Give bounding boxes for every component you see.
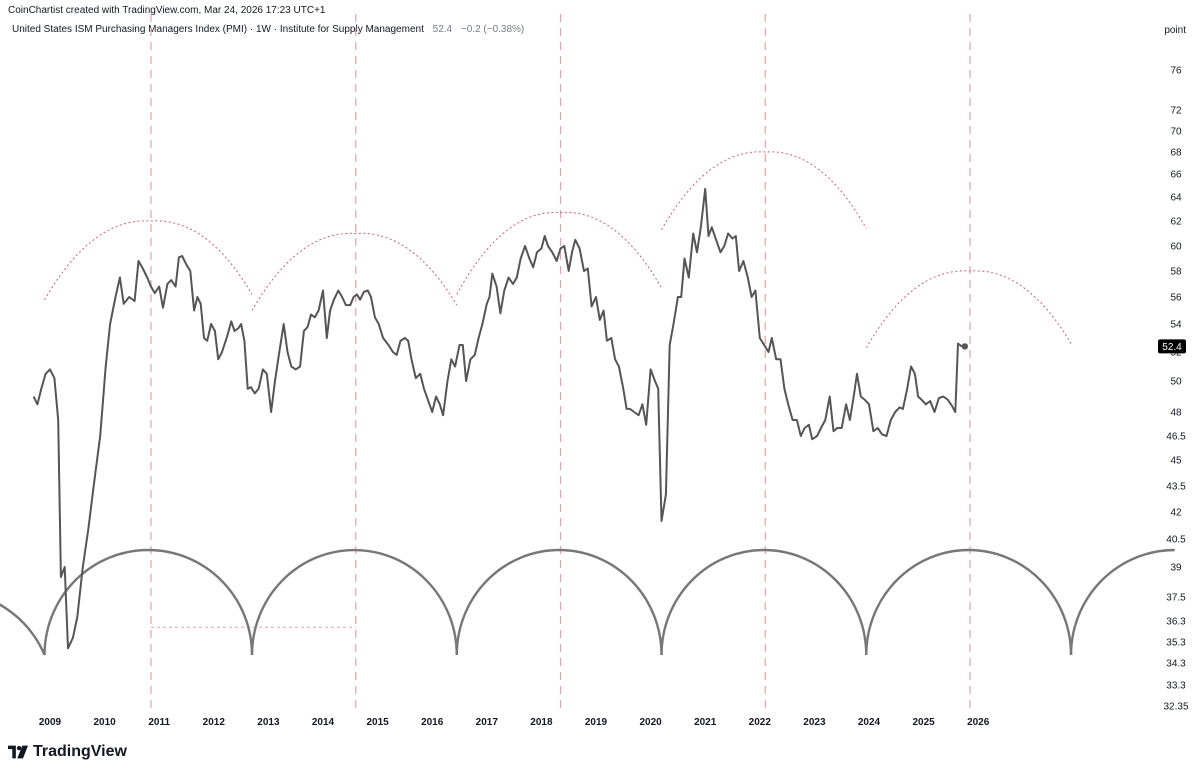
tradingview-brand[interactable]: TradingView xyxy=(8,741,127,763)
tradingview-logo-icon xyxy=(8,745,28,759)
y-tick-label: 68 xyxy=(1170,148,1182,159)
y-tick-label: 40.5 xyxy=(1166,535,1186,546)
brand-name: TradingView xyxy=(33,743,127,760)
y-tick-label: 54 xyxy=(1170,320,1182,331)
projection-arc xyxy=(661,151,867,230)
legend-change: −0.2 (−0.38%) xyxy=(460,24,525,35)
y-tick-label: 45 xyxy=(1170,456,1182,467)
x-tick-label: 2019 xyxy=(585,717,608,728)
x-tick-label: 2012 xyxy=(203,717,226,728)
projection-arc xyxy=(251,232,458,311)
x-tick-label: 2017 xyxy=(476,717,499,728)
x-tick-label: 2018 xyxy=(530,717,553,728)
y-tick-label: 34.3 xyxy=(1166,659,1186,670)
y-tick-label: 33.3 xyxy=(1166,681,1186,692)
cycle-curve xyxy=(250,548,458,656)
price-axis[interactable]: 767270686664626058565452504846.54543.542… xyxy=(1158,66,1189,713)
y-tick-label: 50 xyxy=(1170,377,1182,388)
y-tick-label: 32.35 xyxy=(1163,702,1188,713)
x-tick-label: 2023 xyxy=(803,717,826,728)
y-tick-label: 39 xyxy=(1170,563,1182,574)
cycle-curve xyxy=(0,603,46,656)
time-axis[interactable]: 2009 2010 2011 2012 2013 2014 2015 2016 2017 2018… xyxy=(39,717,990,728)
y-tick-label: 56 xyxy=(1170,293,1182,304)
cycle-curves xyxy=(0,548,1175,656)
y-tick-label: 64 xyxy=(1170,193,1182,204)
y-tick-label: 58 xyxy=(1170,267,1182,278)
x-tick-label: 2022 xyxy=(749,717,772,728)
y-tick-label: 66 xyxy=(1170,170,1182,181)
last-point-marker xyxy=(961,343,969,350)
x-tick-label: 2024 xyxy=(858,717,881,728)
y-tick-label: 46.5 xyxy=(1166,432,1186,443)
y-tick-label: 35.3 xyxy=(1166,638,1186,649)
x-tick-label: 2014 xyxy=(312,717,335,728)
symbol-legend[interactable]: United States ISM Purchasing Managers In… xyxy=(12,24,524,35)
y-tick-label: 76 xyxy=(1170,66,1182,77)
x-tick-label: 2026 xyxy=(967,717,990,728)
y-tick-label: 48 xyxy=(1170,408,1182,419)
y-tick-label: 42 xyxy=(1170,508,1182,519)
last-value-badge xyxy=(1158,339,1186,354)
x-tick-label: 2009 xyxy=(39,717,62,728)
x-tick-label: 2015 xyxy=(366,717,389,728)
projection-arcs xyxy=(44,151,1072,628)
y-tick-label: 37.5 xyxy=(1166,593,1186,604)
y-tick-label: 70 xyxy=(1170,127,1182,138)
cycle-curve xyxy=(660,548,868,656)
cycle-curve xyxy=(43,548,254,656)
projection-arc xyxy=(456,212,662,295)
legend-last-value: 52.4 xyxy=(432,24,453,35)
pmi-line xyxy=(32,187,963,650)
pmi-series xyxy=(32,187,969,650)
chart-credit: CoinChartist created with TradingView.co… xyxy=(8,5,326,16)
cycle-curve xyxy=(455,548,663,656)
cycle-markers xyxy=(150,14,971,712)
x-tick-label: 2010 xyxy=(93,717,116,728)
price-axis-unit: point xyxy=(1164,25,1186,36)
y-tick-label: 62 xyxy=(1170,217,1182,228)
last-value-label: 52.4 xyxy=(1162,342,1182,353)
x-tick-label: 2011 xyxy=(148,717,170,728)
projection-arc xyxy=(44,220,253,300)
x-tick-label: 2021 xyxy=(694,717,717,728)
y-tick-label: 43.5 xyxy=(1166,482,1186,493)
x-tick-label: 2016 xyxy=(421,717,444,728)
y-tick-label: 36.3 xyxy=(1166,617,1186,628)
cycle-curve xyxy=(865,548,1073,656)
legend-title: United States ISM Purchasing Managers In… xyxy=(12,24,424,35)
x-tick-label: 2025 xyxy=(912,717,935,728)
x-tick-label: 2020 xyxy=(639,717,662,728)
y-tick-label: 72 xyxy=(1170,106,1182,117)
y-tick-label: 60 xyxy=(1170,242,1182,253)
cycle-curve xyxy=(1069,548,1175,656)
x-tick-label: 2013 xyxy=(257,717,280,728)
projection-arc xyxy=(865,270,1072,349)
